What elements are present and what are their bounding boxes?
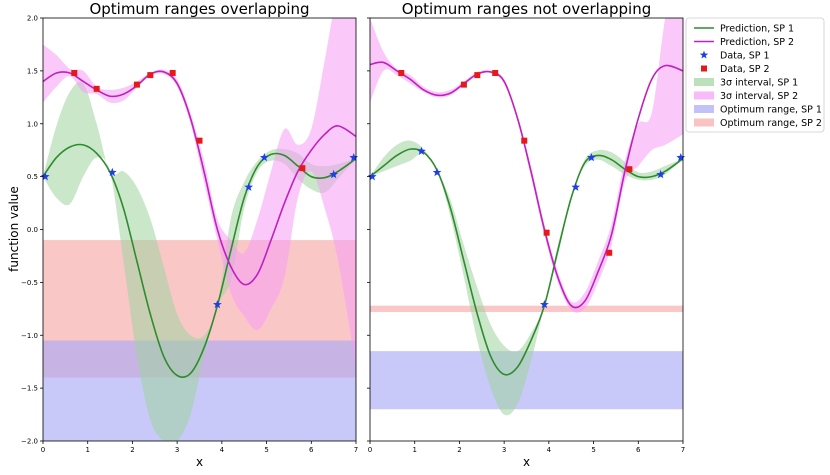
legend-patch-swatch	[694, 105, 714, 113]
plot-area	[43, 18, 356, 441]
x-tick-label: 1	[85, 446, 89, 454]
x-tick-label: 0	[41, 446, 45, 454]
legend-box	[685, 17, 825, 133]
legend-label: Data, SP 2	[720, 64, 770, 75]
legend-patch-swatch	[694, 91, 714, 100]
x-axis-label: x	[523, 455, 530, 469]
data-point-sp2	[93, 85, 100, 92]
y-tick-label: −1.0	[21, 332, 38, 340]
data-point-sp2	[606, 249, 613, 256]
x-tick-label: 7	[681, 446, 685, 454]
data-point-sp1	[244, 182, 254, 191]
y-tick-label: 0.5	[27, 173, 38, 181]
x-axis-label: x	[196, 455, 203, 469]
interval-band-sp2	[43, 18, 356, 367]
y-tick-label: 0.0	[27, 226, 38, 234]
x-tick-label: 0	[368, 446, 372, 454]
panel-title: Optimum ranges not overlapping	[402, 0, 651, 18]
data-point-sp2	[169, 69, 176, 76]
data-point-sp2	[196, 137, 203, 144]
data-point-sp1	[432, 167, 442, 177]
interval-band-sp1	[43, 81, 356, 441]
data-point-sp2	[521, 137, 528, 144]
data-point-sp1	[107, 167, 117, 177]
data-point-sp1	[367, 172, 377, 181]
x-tick-label: 5	[264, 446, 268, 454]
data-point-sp2	[299, 165, 306, 172]
data-point-sp1	[656, 169, 666, 179]
prediction-line-sp2	[370, 61, 683, 309]
data-point-sp2	[147, 72, 154, 79]
y-tick-label: −1.5	[21, 385, 38, 393]
x-tick-label: 6	[636, 446, 641, 454]
data-point-sp2	[626, 166, 633, 173]
legend-patch-swatch	[694, 78, 714, 86]
plot-area	[370, 18, 683, 416]
legend-patch-swatch	[694, 118, 714, 127]
data-point-sp2	[492, 69, 499, 76]
legend-label: Data, SP 1	[720, 50, 770, 61]
data-point-sp2	[474, 72, 481, 79]
prediction-line-sp1	[43, 143, 356, 379]
panel-1: 0 1 2 3 4 5 6 7 −2.0 −1.5 −1.0 −0.5 0.0 0.5 1.0 1.5 2.0 O…	[21, 0, 358, 469]
legend-label: Optimum range, SP 1	[720, 104, 822, 115]
data-point-sp2	[398, 69, 405, 76]
y-tick-label: 2.0	[27, 15, 38, 23]
x-tick-label: 4	[220, 446, 225, 454]
legend-label: Prediction, SP 2	[720, 37, 794, 48]
panel-title: Optimum ranges overlapping	[89, 0, 309, 18]
data-point-sp1	[349, 152, 359, 162]
x-tick-label: 3	[502, 446, 506, 454]
y-tick-label: −2.0	[21, 438, 38, 446]
data-point-sp1	[586, 152, 596, 162]
legend: Prediction, SP 1 Prediction, SP 2 Data, SP…	[685, 17, 825, 133]
interval-band-sp1	[370, 140, 683, 416]
x-tick-label: 3	[175, 446, 179, 454]
legend-label: Optimum range, SP 2	[720, 118, 822, 129]
x-tick-label: 4	[547, 446, 552, 454]
legend-label: 3σ interval, SP 1	[720, 77, 798, 88]
data-point-sp2	[460, 81, 467, 88]
legend-label: Prediction, SP 1	[720, 23, 794, 34]
y-tick-label: 1.5	[27, 67, 38, 75]
data-point-sp1	[417, 146, 426, 155]
data-point-sp1	[259, 152, 269, 162]
x-tick-label: 7	[354, 446, 358, 454]
data-point-sp1	[213, 299, 222, 309]
x-tick-label: 2	[457, 446, 461, 454]
data-point-sp2	[543, 229, 550, 236]
y-axis-label: function value	[7, 186, 21, 272]
panel-2: 0 1 2 3 4 5 6 7 Optimum ranges not overlapping x	[367, 0, 685, 469]
data-point-sp1	[40, 172, 50, 181]
legend-star-marker	[699, 50, 709, 59]
data-point-sp2	[133, 81, 140, 88]
x-tick-label: 2	[130, 446, 134, 454]
optimum-range-sp2	[370, 305, 683, 312]
data-point-sp2	[71, 69, 78, 76]
y-tick-label: 1.0	[27, 120, 38, 128]
x-tick-label: 6	[309, 446, 314, 454]
y-tick-label: −0.5	[21, 279, 38, 287]
data-point-sp1	[571, 182, 581, 191]
data-point-sp1	[540, 299, 549, 309]
x-tick-label: 5	[591, 446, 595, 454]
interval-band-sp2	[370, 18, 683, 313]
legend-square-marker	[701, 65, 707, 72]
x-tick-label: 1	[412, 446, 416, 454]
legend-label: 3σ interval, SP 2	[720, 91, 798, 102]
data-point-sp1	[676, 152, 686, 162]
data-point-sp1	[329, 169, 339, 179]
